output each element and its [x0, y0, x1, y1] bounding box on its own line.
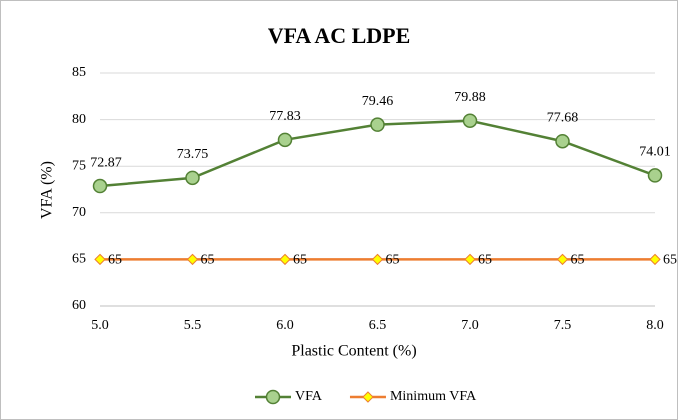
data-label: 65	[293, 253, 307, 268]
marker	[371, 253, 384, 266]
marker	[279, 253, 291, 266]
y-tick-label: 65	[72, 252, 86, 267]
chart-title: VFA AC LDPE	[268, 23, 411, 48]
marker	[185, 170, 200, 186]
legend-label: VFA	[295, 389, 323, 404]
y-axis-label: VFA (%)	[39, 161, 56, 219]
legend-label: Minimum VFA	[390, 389, 477, 404]
data-label: 65	[108, 253, 122, 268]
y-tick-label: 80	[72, 112, 86, 127]
y-tick-label: 75	[72, 158, 86, 173]
y-tick-label: 70	[72, 205, 86, 220]
marker	[94, 253, 106, 266]
data-label: 65	[663, 253, 677, 268]
data-label: 79.46	[362, 94, 394, 109]
x-axis-label: Plastic Content (%)	[291, 343, 416, 360]
data-label: 65	[201, 253, 215, 268]
marker	[362, 391, 374, 403]
marker	[186, 253, 199, 266]
x-tick-label: 5.5	[184, 318, 202, 333]
marker	[649, 253, 661, 266]
data-label: 74.01	[639, 145, 671, 160]
x-tick-label: 5.0	[91, 318, 109, 333]
marker	[555, 133, 570, 149]
x-tick-label: 6.5	[369, 318, 387, 333]
marker	[462, 113, 478, 128]
data-label: 79.88	[454, 90, 486, 105]
marker	[556, 253, 569, 266]
y-tick-label: 85	[72, 65, 86, 80]
marker	[370, 117, 385, 132]
marker	[647, 168, 663, 183]
data-label: 72.87	[90, 155, 122, 170]
x-tick-label: 7.0	[461, 318, 479, 333]
marker	[92, 178, 108, 194]
data-label: 77.68	[547, 110, 579, 125]
y-tick-label: 60	[72, 298, 86, 313]
marker	[464, 253, 476, 266]
data-label: 77.83	[269, 109, 301, 124]
data-label: 65	[478, 253, 492, 268]
x-tick-label: 6.0	[276, 318, 294, 333]
data-label: 73.75	[177, 147, 209, 162]
x-tick-label: 8.0	[646, 318, 664, 333]
data-label: 65	[386, 253, 400, 268]
x-tick-label: 7.5	[554, 318, 572, 333]
data-label: 65	[571, 253, 585, 268]
marker	[277, 132, 293, 148]
marker	[265, 389, 281, 405]
